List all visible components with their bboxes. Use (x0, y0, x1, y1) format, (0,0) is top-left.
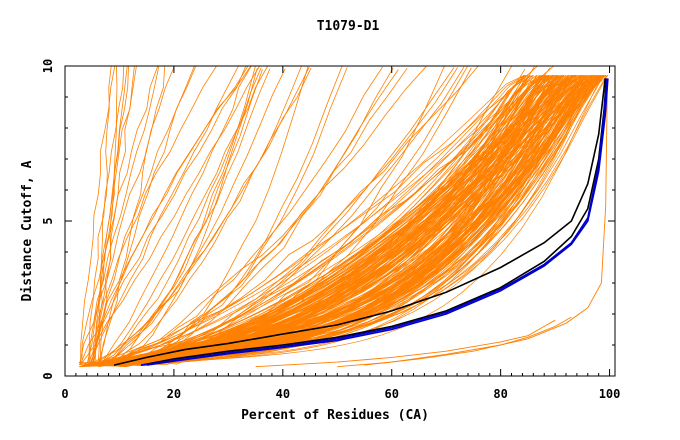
model-curve (141, 75, 581, 366)
series-line (113, 78, 606, 366)
model-curve (88, 66, 125, 366)
model-curve (107, 74, 550, 366)
model-curve (81, 66, 159, 366)
x-tick-label: 80 (493, 387, 507, 401)
model-curve (82, 75, 526, 366)
model-curve (98, 74, 576, 366)
model-curve (105, 67, 408, 364)
model-curve (79, 66, 247, 366)
model-curve (79, 66, 160, 366)
y-tick-label: 10 (41, 59, 55, 73)
model-curve (85, 67, 312, 366)
y-tick-label: 0 (41, 372, 55, 379)
model-curve (89, 74, 547, 366)
model-curve (97, 66, 197, 366)
model-curve (105, 68, 258, 366)
series-line (146, 78, 609, 366)
model-curve (97, 74, 525, 366)
model-curve (86, 66, 175, 366)
x-tick-label: 100 (599, 387, 621, 401)
model-curve (101, 66, 302, 364)
model-curve (94, 66, 129, 366)
model-curve (87, 66, 249, 366)
model-curve (141, 75, 525, 366)
model-curve (87, 75, 587, 366)
model-curve (111, 74, 576, 366)
model-curve (100, 66, 252, 366)
model-curve (95, 67, 262, 364)
y-axis-label: Distance Cutoff, A (20, 160, 35, 301)
axes-layer: 0 20 40 60 80 100 0 5 10 (41, 59, 620, 401)
series-line (364, 78, 608, 366)
model-curve (79, 68, 286, 368)
x-tick-label: 40 (276, 387, 290, 401)
model-curve (80, 66, 116, 366)
x-tick-label: 0 (61, 387, 68, 401)
model-curve (137, 75, 609, 366)
x-tick-label: 60 (385, 387, 399, 401)
series-line (255, 319, 556, 368)
series-layer (78, 66, 609, 368)
model-curve (96, 75, 565, 366)
model-curve (95, 74, 525, 366)
x-tick-label: 20 (167, 387, 181, 401)
model-curve (82, 75, 540, 366)
y-tick-label: 5 (41, 217, 55, 224)
x-axis-label: Percent of Residues (CA) (241, 408, 429, 423)
chart-title: T1079-D1 (317, 19, 380, 34)
model-curve (81, 69, 263, 367)
model-curve (99, 66, 118, 366)
model-curve (121, 75, 575, 366)
model-curve (136, 75, 605, 366)
series-line (141, 78, 608, 366)
model-curve (90, 75, 524, 366)
series-line (141, 78, 608, 366)
model-curve (92, 66, 217, 366)
model-curve (133, 75, 589, 366)
model-curve (124, 75, 594, 366)
model-curve (97, 66, 112, 366)
